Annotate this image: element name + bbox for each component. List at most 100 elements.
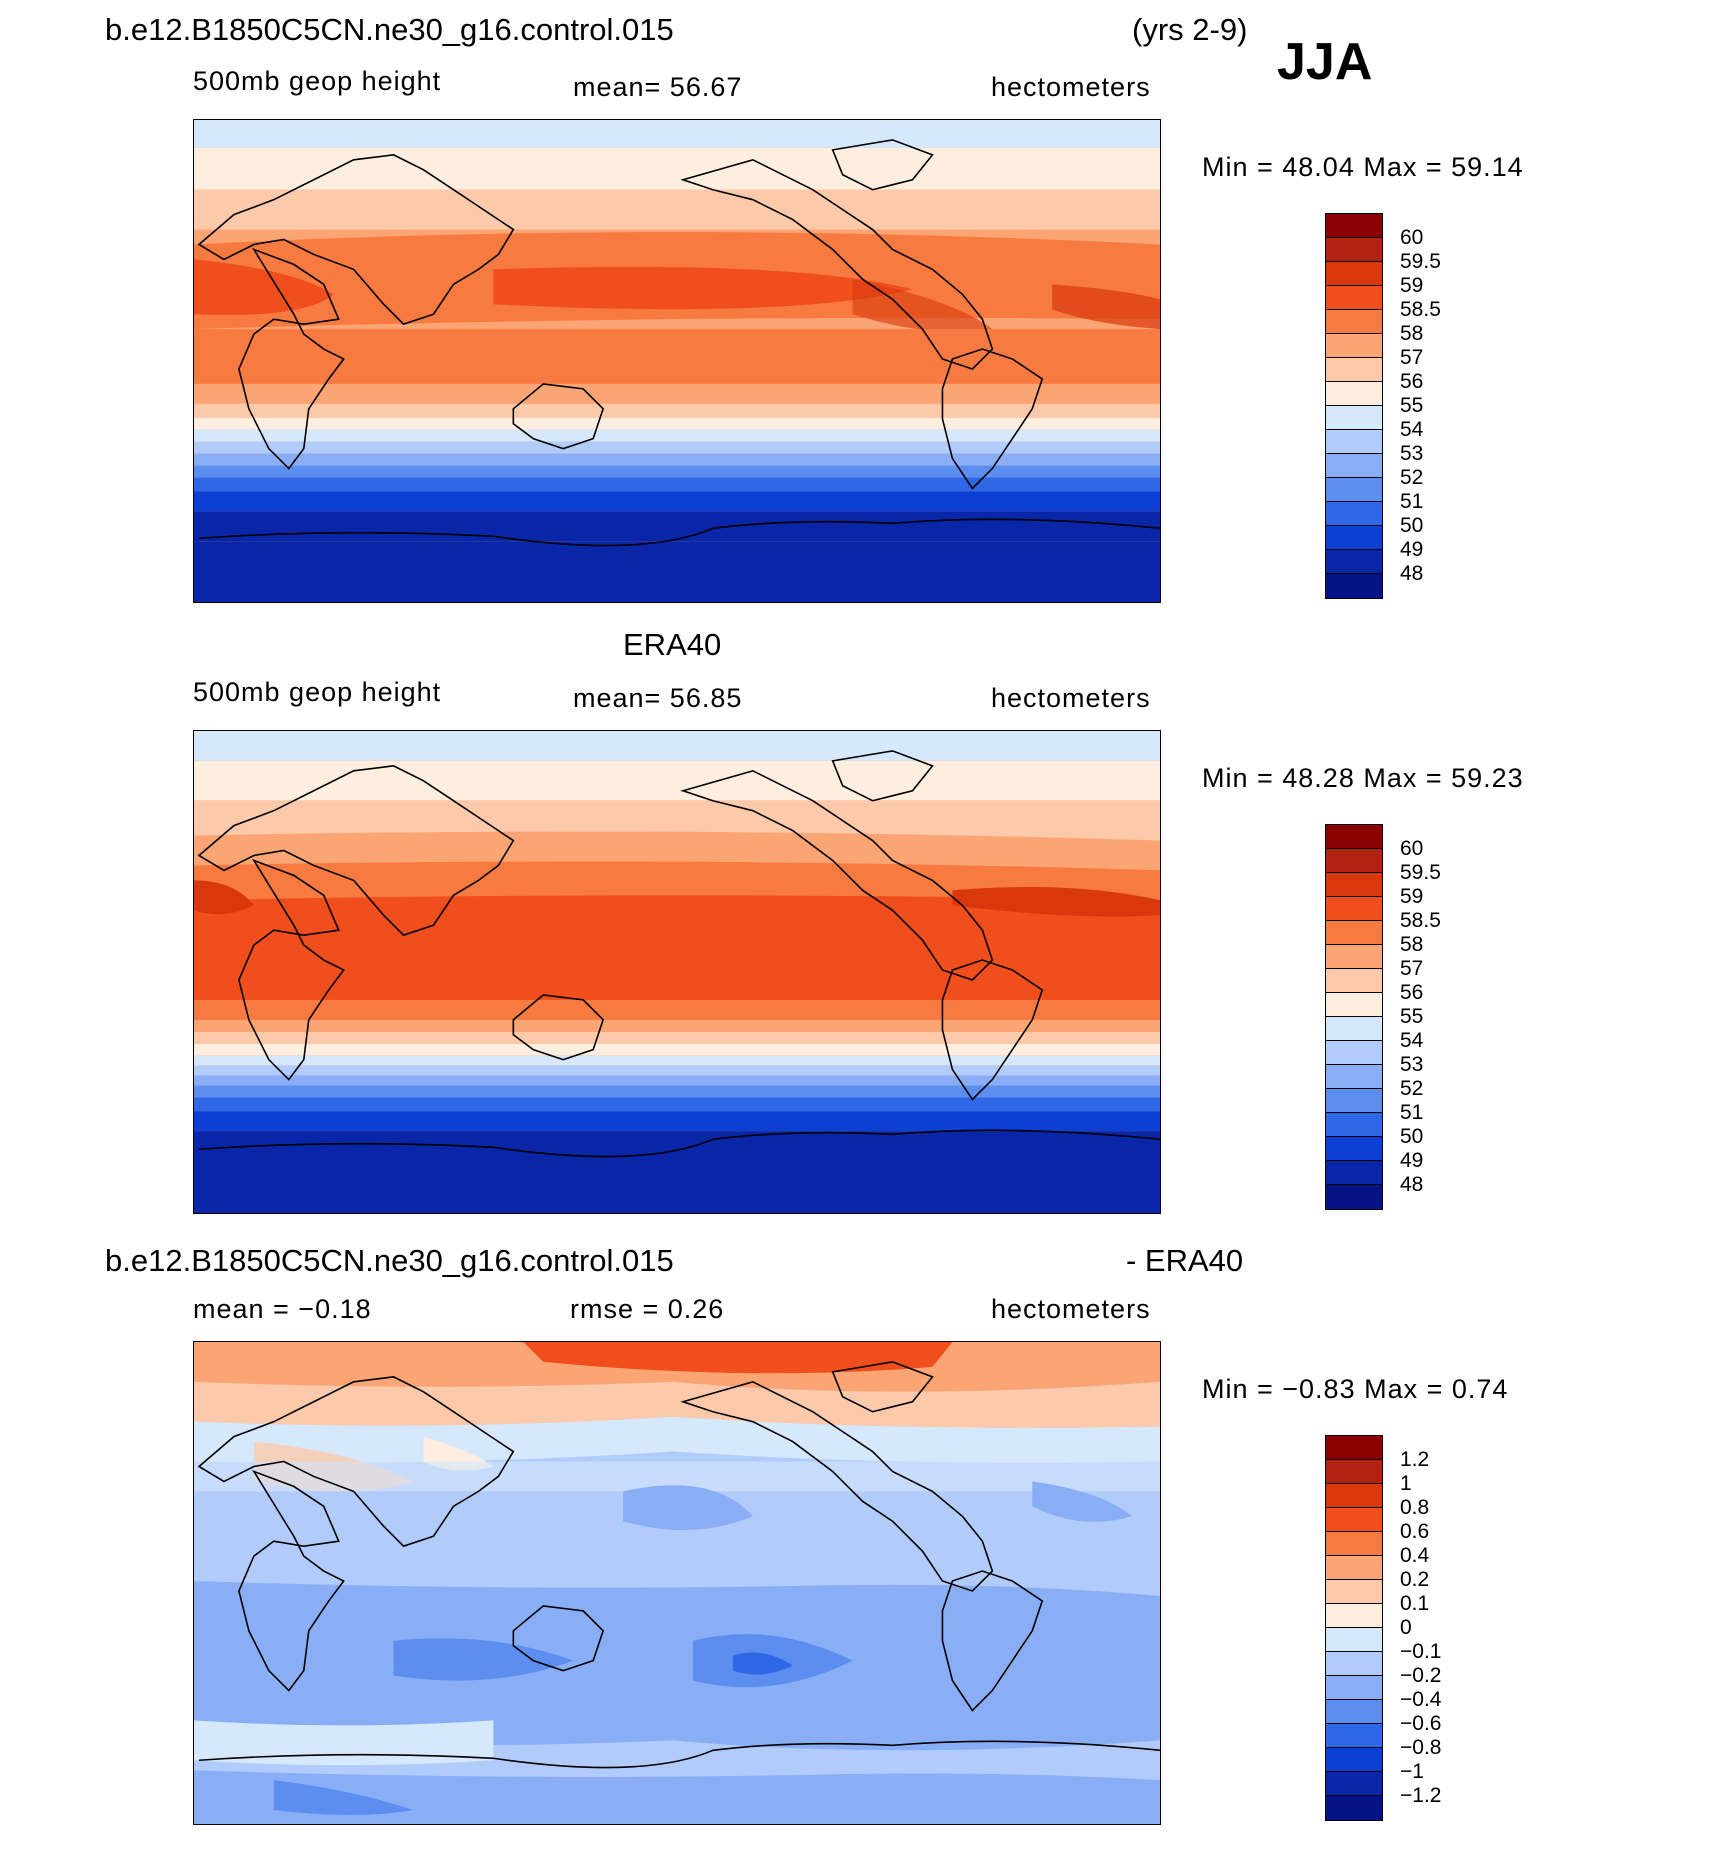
colorbar-label: 58 — [1400, 933, 1424, 956]
colorbar-swatch — [1326, 1796, 1382, 1820]
colorbar-label: 54 — [1400, 418, 1424, 441]
colorbar-label: 52 — [1400, 1077, 1424, 1100]
colorbar-swatch — [1326, 334, 1382, 358]
colorbar-swatch — [1326, 310, 1382, 334]
colorbar-swatch — [1326, 993, 1382, 1017]
colorbar-swatch — [1326, 406, 1382, 430]
panel1-minmax: Min = 48.04 Max = 59.14 — [1202, 152, 1524, 182]
colorbar-label: 48 — [1400, 1173, 1424, 1196]
panel2-units: hectometers — [991, 683, 1151, 713]
colorbar-swatch — [1326, 1460, 1382, 1484]
colorbar-swatch — [1326, 825, 1382, 849]
panel2-field-label: 500mb geop height — [193, 677, 442, 707]
colorbar-swatch — [1326, 1484, 1382, 1508]
colorbar-label: 56 — [1400, 370, 1424, 393]
colorbar-swatch — [1326, 1137, 1382, 1161]
colorbar-label: 53 — [1400, 442, 1424, 465]
colorbar-swatch — [1326, 574, 1382, 598]
colorbar-swatch — [1326, 1532, 1382, 1556]
panel3-minmax: Min = −0.83 Max = 0.74 — [1202, 1374, 1509, 1404]
colorbar-swatch — [1326, 1556, 1382, 1580]
colorbar-swatch — [1326, 1580, 1382, 1604]
colorbar-label: 51 — [1400, 490, 1424, 513]
colorbar-label: 51 — [1400, 1101, 1424, 1124]
colorbar-swatch — [1326, 454, 1382, 478]
panel3-title-right: - ERA40 — [1126, 1243, 1244, 1278]
colorbar-swatch — [1326, 286, 1382, 310]
season-label: JJA — [1277, 33, 1373, 91]
colorbar-swatch — [1326, 550, 1382, 574]
panel1-contour-field — [194, 120, 1160, 602]
colorbar-swatch — [1326, 478, 1382, 502]
panel2-title: ERA40 — [623, 627, 722, 662]
colorbar-label: 1.2 — [1400, 1448, 1430, 1471]
case-title: b.e12.B1850C5CN.ne30_g16.control.015 — [105, 12, 674, 47]
colorbar-swatch — [1326, 526, 1382, 550]
colorbar-label: −0.1 — [1400, 1640, 1442, 1663]
colorbar-label: 59 — [1400, 885, 1424, 908]
colorbar-swatch — [1326, 969, 1382, 993]
panel1-map — [193, 119, 1161, 603]
colorbar-label: 0.8 — [1400, 1496, 1430, 1519]
colorbar-swatch — [1326, 1772, 1382, 1796]
colorbar-label: 59.5 — [1400, 861, 1441, 884]
colorbar-swatch — [1326, 1700, 1382, 1724]
panel3-units: hectometers — [991, 1294, 1151, 1324]
colorbar-swatch — [1326, 873, 1382, 897]
colorbar-swatch — [1326, 1676, 1382, 1700]
panel1-units: hectometers — [991, 72, 1151, 102]
colorbar-swatch — [1326, 1113, 1382, 1137]
colorbar-swatch — [1326, 1436, 1382, 1460]
colorbar-label: 55 — [1400, 1005, 1424, 1028]
colorbar-label: −0.4 — [1400, 1688, 1442, 1711]
colorbar-label: −0.8 — [1400, 1736, 1442, 1759]
colorbar-label: 0 — [1400, 1616, 1412, 1639]
colorbar-label: 55 — [1400, 394, 1424, 417]
colorbar-swatch — [1326, 1065, 1382, 1089]
panel3-contour-field — [194, 1342, 1160, 1824]
colorbar-swatch — [1326, 897, 1382, 921]
panel3-title: b.e12.B1850C5CN.ne30_g16.control.015 — [105, 1243, 674, 1278]
panel3-mean: mean = −0.18 — [193, 1294, 372, 1324]
colorbar-swatch — [1326, 262, 1382, 286]
colorbar-swatch — [1326, 921, 1382, 945]
colorbar-label: −1.2 — [1400, 1784, 1442, 1807]
panel2-mean: mean= 56.85 — [573, 683, 743, 713]
panel2-contour-field — [194, 731, 1160, 1213]
colorbar-swatch — [1326, 1508, 1382, 1532]
colorbar-label: −0.6 — [1400, 1712, 1442, 1735]
colorbar-label: −1 — [1400, 1760, 1424, 1783]
colorbar-label: 57 — [1400, 346, 1424, 369]
colorbar-label: 58 — [1400, 322, 1424, 345]
colorbar-swatch — [1326, 430, 1382, 454]
colorbar-swatch — [1326, 238, 1382, 262]
colorbar-label: 59 — [1400, 274, 1424, 297]
colorbar-label: 60 — [1400, 226, 1424, 249]
colorbar-swatch — [1326, 1089, 1382, 1113]
colorbar-label: 1 — [1400, 1472, 1412, 1495]
panel2-colorbar — [1325, 824, 1383, 1210]
colorbar-label: 0.4 — [1400, 1544, 1430, 1567]
colorbar-swatch — [1326, 214, 1382, 238]
panel3-map — [193, 1341, 1161, 1825]
colorbar-label: 0.1 — [1400, 1592, 1430, 1615]
colorbar-label: 59.5 — [1400, 250, 1441, 273]
colorbar-label: 48 — [1400, 562, 1424, 585]
panel2-minmax: Min = 48.28 Max = 59.23 — [1202, 763, 1524, 793]
colorbar-label: 52 — [1400, 466, 1424, 489]
colorbar-swatch — [1326, 1185, 1382, 1209]
colorbar-swatch — [1326, 1604, 1382, 1628]
colorbar-swatch — [1326, 1017, 1382, 1041]
colorbar-label: 54 — [1400, 1029, 1424, 1052]
colorbar-label: 56 — [1400, 981, 1424, 1004]
panel1-colorbar — [1325, 213, 1383, 599]
colorbar-swatch — [1326, 1724, 1382, 1748]
colorbar-label: 50 — [1400, 1125, 1424, 1148]
colorbar-label: 49 — [1400, 538, 1424, 561]
colorbar-label: 58.5 — [1400, 298, 1441, 321]
panel2-map — [193, 730, 1161, 1214]
colorbar-swatch — [1326, 945, 1382, 969]
colorbar-label: 58.5 — [1400, 909, 1441, 932]
colorbar-label: 60 — [1400, 837, 1424, 860]
colorbar-swatch — [1326, 1161, 1382, 1185]
